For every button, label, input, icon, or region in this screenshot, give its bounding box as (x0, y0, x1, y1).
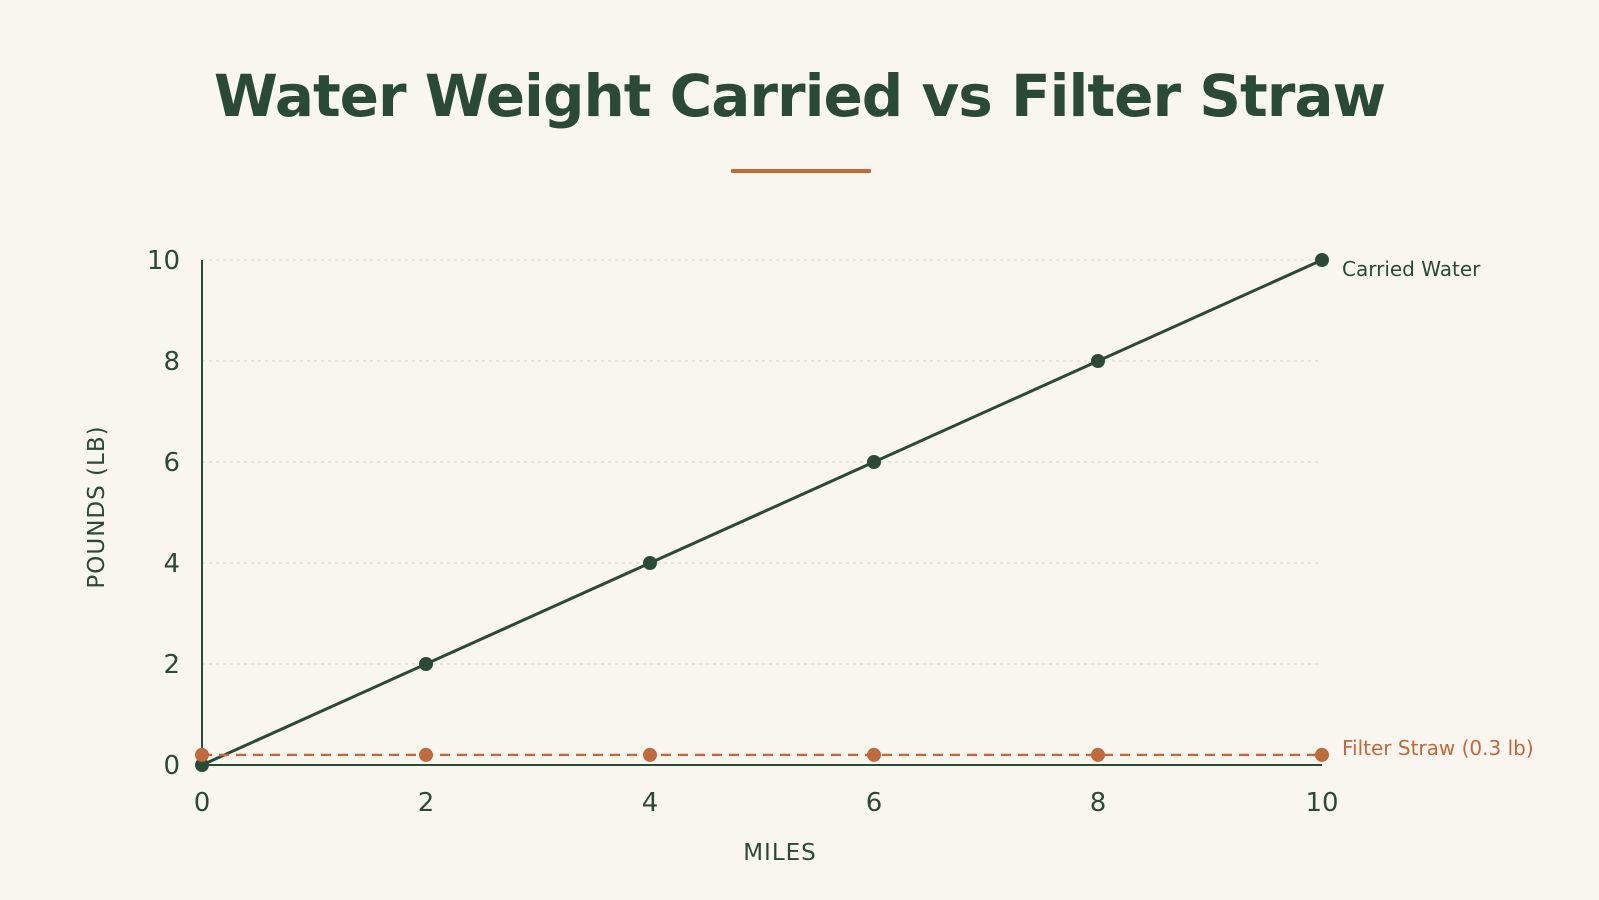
data-point (195, 758, 209, 772)
y-tick-label: 8 (163, 347, 180, 377)
data-point (1091, 747, 1105, 762)
gridlines (202, 259, 1322, 665)
y-tick-label: 2 (163, 650, 180, 680)
x-tick-label: 8 (1090, 788, 1107, 818)
series-label: Carried Water (1342, 257, 1481, 281)
x-tick-label: 10 (1305, 788, 1338, 818)
data-point (1315, 747, 1329, 762)
series-label: Filter Straw (0.3 lb) (1342, 736, 1534, 760)
axes (201, 260, 1322, 766)
series-lines (201, 258, 1323, 767)
y-tick-labels: 0 2 4 6 8 10 (147, 246, 180, 781)
series-labels: Carried Water Filter Straw (0.3 lb) (1342, 257, 1534, 760)
data-point (643, 556, 657, 570)
y-tick-label: 0 (163, 751, 180, 781)
data-point (1315, 253, 1329, 267)
data-point (419, 747, 433, 762)
data-point (1091, 354, 1105, 368)
series-points (195, 253, 1329, 772)
data-point (867, 455, 881, 469)
title-underline (731, 169, 871, 173)
series-line-1 (201, 258, 1323, 767)
data-point (195, 747, 209, 762)
x-tick-label: 6 (866, 788, 883, 818)
x-tick-label: 0 (194, 788, 211, 818)
data-point (419, 657, 433, 671)
chart-title: Water Weight Carried vs Filter Straw (213, 62, 1386, 130)
data-point (643, 747, 657, 762)
y-axis-title: POUNDS (LB) (84, 425, 110, 588)
y-tick-label: 4 (163, 549, 180, 579)
x-tick-label: 4 (642, 788, 659, 818)
x-tick-labels: 0 2 4 6 8 10 (194, 788, 1339, 818)
y-tick-label: 10 (147, 246, 180, 276)
y-tick-label: 6 (163, 448, 180, 478)
data-point (867, 747, 881, 762)
x-axis-title: MILES (743, 840, 817, 866)
x-tick-label: 2 (418, 788, 435, 818)
